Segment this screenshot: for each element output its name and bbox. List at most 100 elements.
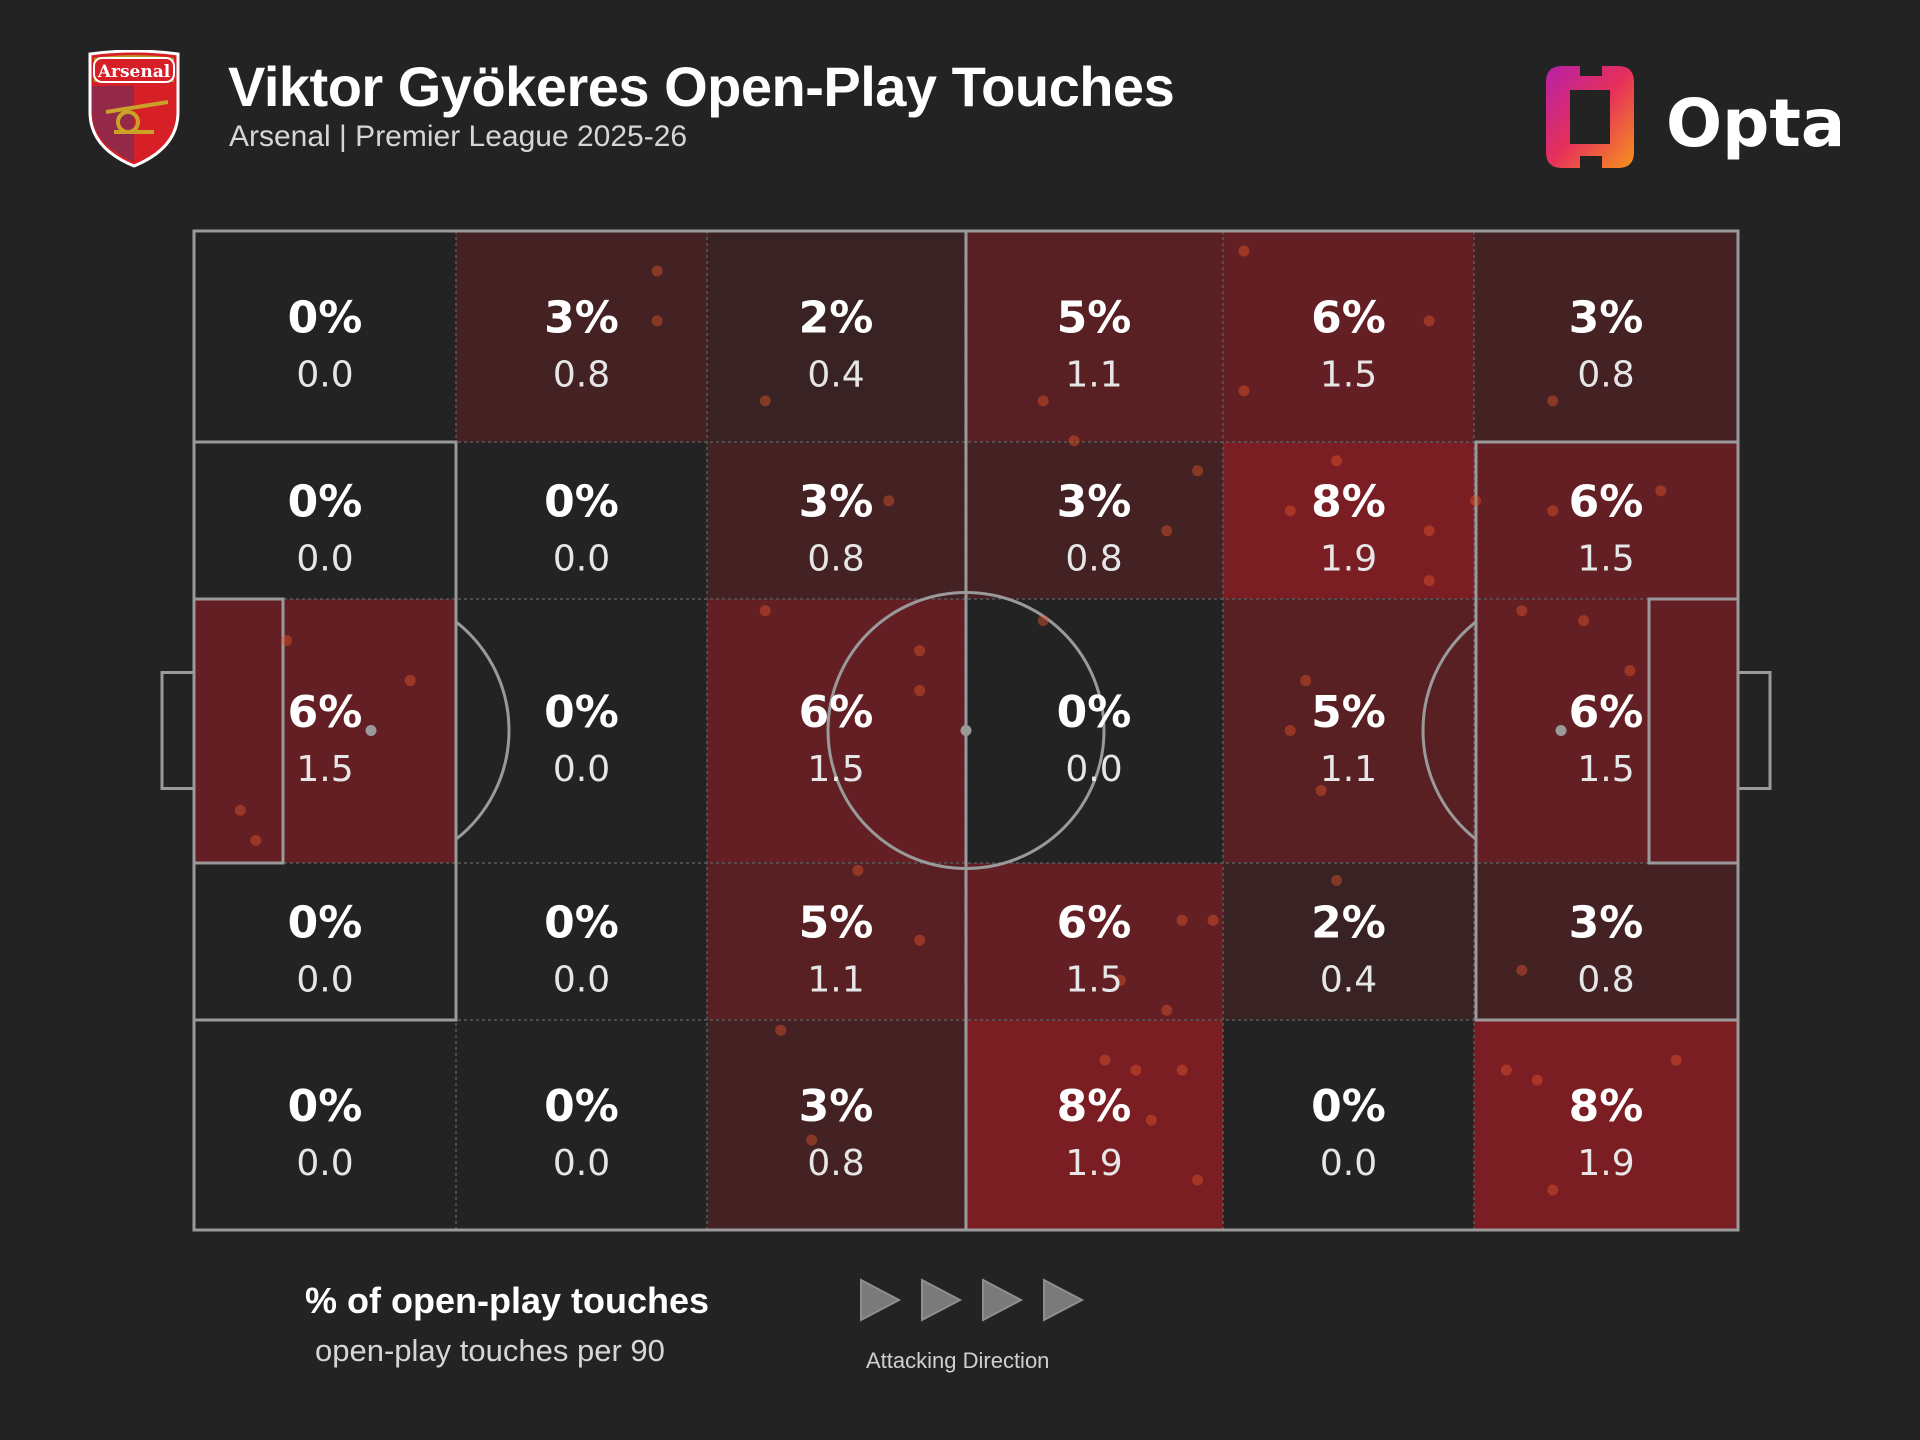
touch-dot — [1099, 1054, 1111, 1066]
direction-arrow-icon — [860, 1278, 902, 1322]
page-subtitle: Arsenal | Premier League 2025-26 — [229, 120, 688, 153]
cell-per90: 0.8 — [807, 539, 864, 580]
cell-per90: 0.0 — [296, 960, 353, 1001]
touch-dot — [1423, 575, 1435, 587]
cell-percentage: 0% — [288, 898, 363, 949]
left-penalty-arc — [455, 620, 511, 841]
cell-percentage: 6% — [1569, 687, 1644, 738]
heatmap-cell — [456, 599, 707, 863]
heatmap-cell — [1223, 231, 1474, 442]
touch-dot — [1037, 395, 1049, 407]
touch-dot — [1315, 784, 1327, 796]
touch-dot — [1192, 1174, 1204, 1186]
touch-dot — [914, 645, 926, 657]
touch-dot — [759, 605, 771, 617]
cell-percentage: 5% — [1311, 687, 1386, 738]
touch-dot — [1037, 615, 1049, 627]
heatmap-cell — [707, 599, 965, 863]
cell-per90: 0.4 — [807, 355, 864, 396]
heatmap-cell — [965, 1020, 1223, 1230]
attacking-direction-arrows — [860, 1278, 1085, 1322]
cell-percentage: 0% — [544, 687, 619, 738]
cell-per90: 1.5 — [1320, 355, 1377, 396]
touch-dot — [1238, 385, 1250, 397]
touch-dot — [1176, 914, 1188, 926]
heatmap-cell — [1474, 231, 1738, 442]
touch-dot — [250, 834, 262, 846]
touch-dot — [1423, 525, 1435, 537]
touch-dot — [1068, 435, 1080, 447]
touch-dot — [1500, 1064, 1512, 1076]
cell-per90: 0.8 — [1577, 355, 1634, 396]
touch-dot — [1192, 465, 1204, 477]
cell-per90: 1.5 — [1065, 960, 1122, 1001]
heatmap-cell — [1223, 442, 1474, 599]
touch-dot — [651, 315, 663, 327]
cell-per90: 1.5 — [1577, 749, 1634, 790]
touch-dot — [1516, 964, 1528, 976]
cell-per90: 1.9 — [1577, 1143, 1634, 1184]
cell-per90: 1.1 — [807, 960, 864, 1001]
touch-dot — [1547, 395, 1559, 407]
cell-percentage: 2% — [799, 293, 874, 344]
page-title: Viktor Gyökeres Open-Play Touches — [228, 55, 1175, 118]
heatmap-cell — [1474, 863, 1738, 1020]
heatmap-cell — [194, 231, 456, 442]
touch-dot — [1238, 245, 1250, 257]
touch-dot — [1145, 1114, 1157, 1126]
cell-percentage: 3% — [544, 293, 619, 344]
touch-dot — [806, 1134, 818, 1146]
direction-arrow-icon — [921, 1278, 963, 1322]
touch-dot — [1284, 725, 1296, 736]
heatmap-cell — [456, 442, 707, 599]
crest-text: Arsenal — [97, 62, 171, 82]
touch-dot — [1423, 315, 1435, 327]
heatmap-cell — [707, 1020, 965, 1230]
cell-per90: 0.0 — [553, 539, 610, 580]
direction-arrow-icon — [982, 1278, 1024, 1322]
cell-percentage: 8% — [1311, 477, 1386, 528]
touch-dot — [1547, 505, 1559, 517]
heatmap-cell — [456, 863, 707, 1020]
pitch-markings — [160, 229, 1772, 1232]
left-penalty-spot — [365, 725, 377, 736]
cell-percentage: 3% — [1569, 293, 1644, 344]
cell-per90: 0.0 — [553, 749, 610, 790]
touch-dot — [1130, 1064, 1142, 1076]
touch-dot — [1670, 1054, 1682, 1066]
touch-dot — [1207, 914, 1219, 926]
opta-wordmark: Opta — [1666, 85, 1840, 162]
cell-per90: 0.4 — [1320, 960, 1377, 1001]
heatmap-cell — [965, 442, 1223, 599]
cell-per90: 1.5 — [296, 749, 353, 790]
touch-dot — [1300, 675, 1312, 687]
cell-percentage: 0% — [544, 1081, 619, 1132]
heatmap-cell — [1474, 442, 1738, 599]
touch-dot — [914, 685, 926, 697]
heatmap-cell — [965, 599, 1223, 863]
heatmap-cell — [965, 863, 1223, 1020]
heatmap-cell — [456, 1020, 707, 1230]
cell-percentage: 0% — [288, 1081, 363, 1132]
touch-dot — [1655, 485, 1667, 497]
cell-percentage: 0% — [1311, 1081, 1386, 1132]
touch-dot — [1516, 605, 1528, 617]
touch-dot — [1284, 505, 1296, 517]
touch-dot — [1161, 1004, 1173, 1016]
heatmap-cell — [194, 1020, 456, 1230]
cell-per90: 1.1 — [1065, 355, 1122, 396]
cell-per90: 0.0 — [296, 355, 353, 396]
cell-per90: 0.0 — [296, 1143, 353, 1184]
cell-per90: 0.8 — [1065, 539, 1122, 580]
touch-dot — [914, 934, 926, 946]
touch-dot — [883, 495, 895, 507]
touch-dot — [281, 635, 293, 647]
cell-labels: 0% 0.0 3% 0.8 2% 0.4 5% 1.1 6% 1.5 3% 0.8 0% 0.0 0% 0.0… — [288, 293, 1644, 1185]
right-goal — [1736, 671, 1772, 790]
cell-per90: 0.8 — [807, 1143, 864, 1184]
touch-dot — [1547, 1184, 1559, 1196]
cell-per90: 1.5 — [1577, 539, 1634, 580]
cell-per90: 0.8 — [1577, 960, 1634, 1001]
legend-per90-label: open-play touches per 90 — [315, 1333, 665, 1368]
touch-dot — [651, 265, 663, 277]
